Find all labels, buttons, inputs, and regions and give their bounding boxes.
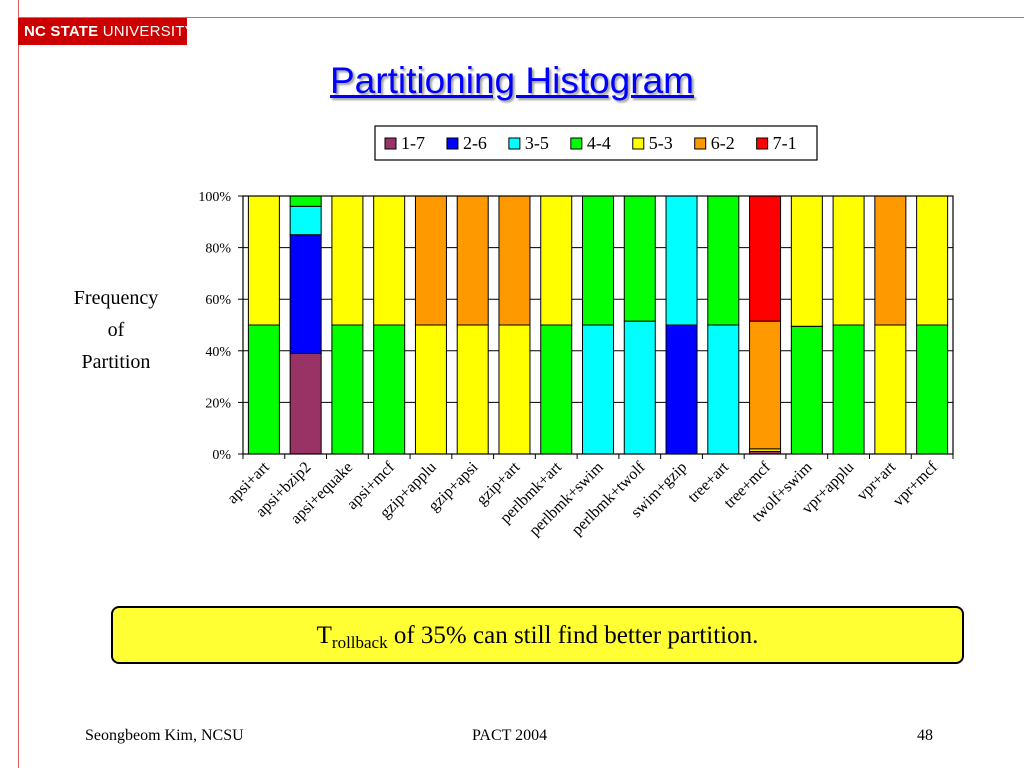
bar-segment [456, 195, 489, 326]
bar-stack [247, 195, 280, 455]
callout-text: of 35% can still find better partition. [387, 622, 759, 649]
bar-segment [832, 324, 865, 455]
legend-label: 1-7 [401, 133, 425, 153]
bar-segment [623, 320, 656, 455]
bar-stack [456, 195, 489, 455]
bars [247, 195, 949, 455]
bar-segment [456, 324, 489, 455]
y-tick-label: 80% [205, 242, 231, 257]
x-tick-label: perlbmk+twolf [569, 458, 649, 538]
legend-label: 7-1 [773, 133, 797, 153]
bar-stack [707, 195, 740, 455]
legend-swatch [446, 137, 459, 150]
bar-segment [749, 320, 782, 450]
bar-stack [832, 195, 865, 455]
bar-stack [414, 195, 447, 455]
legend-label: 4-4 [587, 133, 611, 153]
y-axis-title-line-2: of [107, 319, 125, 341]
bar-segment [665, 195, 698, 326]
legend-swatch [694, 137, 707, 150]
x-tick-label: vpr+mcf [890, 458, 942, 510]
axes [238, 195, 954, 459]
bar-segment [874, 195, 907, 326]
left-rule [18, 0, 19, 768]
bar-segment [414, 324, 447, 455]
bar-segment [582, 324, 614, 455]
bar-segment [331, 324, 364, 455]
bar-segment [665, 324, 698, 455]
footer-author: Seongbeom Kim, NCSU [85, 727, 244, 744]
bar-stack [790, 195, 823, 455]
bar-segment [707, 195, 740, 326]
stacked-bar-chart: 1-7 2-6 3-5 4-4 5-3 6-2 7-1 0% 20% 40% 60% 80% 100%… [198, 125, 954, 539]
bar-segment [373, 324, 406, 455]
bar-segment [790, 325, 823, 455]
y-tick-labels: 0% 20% 40% 60% 80% 100% [198, 190, 231, 463]
bar-segment [623, 195, 656, 322]
bar-segment [247, 324, 280, 455]
bar-stack [623, 195, 656, 455]
bar-segment [707, 324, 740, 455]
bar-segment [247, 195, 280, 326]
y-tick-label: 40% [205, 345, 231, 360]
bar-segment [790, 195, 823, 327]
legend: 1-7 2-6 3-5 4-4 5-3 6-2 7-1 [374, 125, 818, 161]
footer-venue: PACT 2004 [472, 727, 548, 744]
bar-segment [498, 324, 531, 455]
bar-stack [540, 195, 573, 455]
bar-stack [749, 195, 782, 455]
bar-segment [540, 195, 573, 326]
bar-segment [832, 195, 865, 326]
callout-symbol: T [316, 622, 332, 649]
legend-label: 3-5 [525, 133, 549, 153]
legend-swatch [384, 137, 397, 150]
bar-stack [665, 195, 698, 455]
y-tick-label: 60% [205, 293, 231, 308]
callout-box: Trollback of 35% can still find better p… [111, 606, 964, 664]
bar-segment [289, 195, 322, 207]
legend-swatch [570, 137, 583, 150]
bar-stack [289, 195, 322, 455]
legend-swatch [632, 137, 645, 150]
bar-segment [916, 324, 949, 455]
bar-stack [582, 195, 614, 455]
callout-subscript: rollback [331, 633, 388, 652]
bar-segment [373, 195, 406, 326]
legend-label: 2-6 [463, 133, 487, 153]
top-rule [18, 17, 1024, 18]
y-axis-title: Frequency of Partition [56, 282, 176, 378]
footer-page-number: 48 [917, 727, 933, 744]
bar-segment [498, 195, 531, 326]
legend-swatch [508, 137, 521, 150]
y-axis-title-line-1: Frequency [73, 287, 159, 309]
bar-segment [916, 195, 949, 326]
bar-segment [331, 195, 364, 326]
bar-segment [582, 195, 614, 326]
bar-stack [874, 195, 907, 455]
x-tick-labels: apsi+artapsi+bzip2apsi+equakeapsi+mcfgzi… [224, 458, 941, 539]
bar-segment [289, 234, 322, 354]
y-tick-label: 20% [205, 396, 231, 411]
legend-label: 5-3 [649, 133, 673, 153]
slide-title: Partitioning Histogram [330, 60, 694, 101]
y-tick-label: 0% [212, 448, 231, 463]
plot-frame [242, 195, 954, 455]
y-axis-title-line-3: Partition [81, 351, 151, 373]
bar-segment [540, 324, 573, 455]
bar-segment [414, 195, 447, 326]
y-tick-label: 100% [198, 190, 231, 205]
bar-segment [289, 352, 322, 455]
bar-stack [916, 195, 949, 455]
legend-label: 6-2 [711, 133, 735, 153]
university-logo: NC STATE UNIVERSITY [18, 18, 195, 45]
legend-swatch [756, 137, 769, 150]
bar-segment [874, 324, 907, 455]
bar-stack [331, 195, 364, 455]
bar-segment [749, 195, 782, 322]
bar-stack [498, 195, 531, 455]
bar-stack [373, 195, 406, 455]
bar-segment [289, 205, 322, 236]
